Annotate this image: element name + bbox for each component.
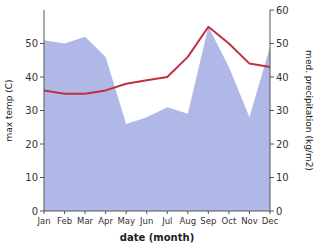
y-tick-label: 0 xyxy=(32,206,38,217)
y2-tick-label: 60 xyxy=(276,5,289,16)
y-tick-label: 10 xyxy=(25,172,38,183)
x-tick-label: Mar xyxy=(77,216,94,226)
x-tick xyxy=(208,211,209,214)
y-tick-label: 30 xyxy=(25,105,38,116)
y2-tick-label: 10 xyxy=(276,172,289,183)
plot-area xyxy=(44,27,270,211)
x-tick xyxy=(85,211,86,214)
y2-tick xyxy=(270,144,274,145)
x-tick-label: Nov xyxy=(241,216,258,226)
x-tick xyxy=(126,211,127,214)
y-tick xyxy=(40,177,44,178)
y-tick xyxy=(40,43,44,44)
y2-tick-label: 30 xyxy=(276,105,289,116)
area xyxy=(44,27,270,211)
y-tick xyxy=(40,144,44,145)
x-tick-label: Jul xyxy=(161,216,172,226)
y2-tick xyxy=(270,77,274,78)
x-tick xyxy=(167,211,168,214)
y-tick xyxy=(40,211,44,212)
y2-tick xyxy=(270,10,274,11)
axes: 0 10 20 30 40 50 0 10 20 30 40 50 60 Jan Feb Mar Apr May J… xyxy=(25,5,288,227)
y2-tick-label: 40 xyxy=(276,72,289,83)
x-tick xyxy=(187,211,188,214)
y2-tick-label: 20 xyxy=(276,139,289,150)
x-tick-label: May xyxy=(117,216,135,226)
x-tick-label: Apr xyxy=(98,216,113,226)
x-tick xyxy=(105,211,106,214)
line xyxy=(44,27,270,94)
y2-tick xyxy=(270,43,274,44)
x-tick xyxy=(228,211,229,214)
y2-tick xyxy=(270,110,274,111)
y2-axis-label: med. precipitation (kg/m2) xyxy=(304,50,314,171)
x-tick-label: Sep xyxy=(200,216,216,226)
y2-tick xyxy=(270,211,274,212)
y-tick xyxy=(40,77,44,78)
y2-tick xyxy=(270,177,274,178)
y-tick-label: 20 xyxy=(25,139,38,150)
y2-tick-label: 50 xyxy=(276,38,289,49)
y-tick-label: 50 xyxy=(25,38,38,49)
x-tick-label: Oct xyxy=(222,216,237,226)
x-tick-label: Jun xyxy=(139,216,153,226)
y2-tick-label: 0 xyxy=(276,206,282,217)
chart: 0 10 20 30 40 50 0 10 20 30 40 50 60 Jan Feb Mar Apr May J… xyxy=(0,0,318,247)
y-tick xyxy=(40,110,44,111)
x-tick xyxy=(249,211,250,214)
x-tick-label: Aug xyxy=(180,216,197,226)
x-tick-label: Jan xyxy=(36,216,50,226)
x-tick xyxy=(44,211,45,214)
x-tick xyxy=(270,211,271,214)
x-axis-label: date (month) xyxy=(120,232,194,243)
y-axis-label: max temp (C) xyxy=(4,79,14,141)
x-tick-label: Feb xyxy=(57,216,72,226)
x-axis-line xyxy=(44,211,270,212)
x-tick xyxy=(146,211,147,214)
x-tick-label: Dec xyxy=(262,216,279,226)
y-tick-label: 40 xyxy=(25,72,38,83)
x-tick xyxy=(64,211,65,214)
